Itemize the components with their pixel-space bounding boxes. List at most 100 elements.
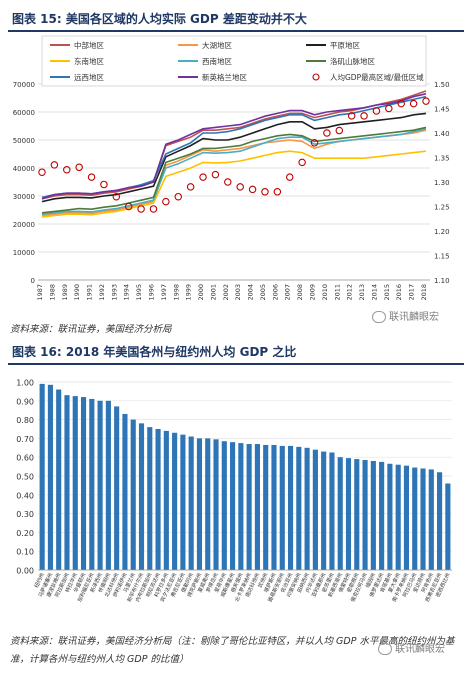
y2-tick-label: 1.10 [434,277,450,285]
y2-tick-label: 1.20 [434,228,450,236]
ratio-point [75,163,83,172]
ratio-point [186,183,195,191]
x-tick-label: 2016 [395,284,403,301]
x-tick-label: 2014 [370,284,378,301]
legend-label: 西南地区 [202,56,232,66]
x-tick-label: 1997 [160,284,168,301]
ratio-point [199,173,207,181]
ratio-point [211,170,220,179]
bar [221,441,227,570]
x-tick-label: 1998 [172,284,180,301]
ratio-point [63,166,71,174]
x-tick-label: 2001 [209,284,217,301]
y2-tick-label: 1.35 [434,155,450,163]
bar [97,400,103,570]
bar [180,434,186,570]
x-tick-label: 1992 [98,284,106,301]
bar [263,444,269,570]
legend-label: 平原地区 [330,40,360,50]
legend-label: 东南地区 [74,56,104,66]
y-tick-label: 0.90 [16,397,34,406]
ratio-point [347,112,356,120]
bar [155,429,161,570]
figure-16-watermark: 联讯麟眼宏 [378,640,445,655]
bar [395,464,401,570]
y-tick-label: 30000 [13,193,35,201]
y-tick-label: 70000 [13,81,35,89]
legend-box [41,35,427,87]
ratio-point [50,161,59,169]
ratio-point [298,158,306,167]
x-tick-label: 1990 [73,284,81,301]
wechat-logo-icon [372,311,386,323]
bar [412,467,418,570]
series-line [41,93,427,200]
bar [362,460,368,570]
legend-label: 新英格兰地区 [202,72,247,82]
bar [279,445,285,570]
y-tick-label: 0 [31,277,35,285]
x-tick-label: 2012 [346,284,354,301]
x-tick-label: 2013 [358,284,366,301]
legend-label: 洛矶山脉地区 [330,56,375,66]
series-line [41,126,427,214]
ratio-point [323,129,331,137]
x-tick-label: 1995 [135,284,143,301]
bar [321,451,327,570]
ratio-point [248,185,257,194]
y2-tick-label: 1.45 [434,106,450,114]
bar [64,395,70,570]
bar [254,444,260,570]
x-tick-label: 2017 [408,284,416,301]
y-tick-label: 0.70 [16,435,34,444]
x-tick-label: 2006 [271,284,279,301]
x-tick-label: 2004 [247,284,255,301]
bar [56,389,62,570]
bar [403,465,410,570]
figure-15-title-rule [8,30,464,32]
ratio-point [112,192,121,201]
bar [138,423,145,570]
series-line [41,129,427,217]
bar [80,397,87,570]
bar [130,419,136,570]
ratio-point [162,197,170,206]
ratio-point [261,188,269,196]
ratio-point [149,205,158,213]
bar [122,413,128,570]
series-line [41,150,427,218]
bar-chart-state-gdp-ratio: 0.00 0.10 0.20 0.30 0.40 0.50 0.60 0.70 0.80 0.90… [16,379,452,603]
x-tick-label: 2009 [309,284,317,301]
ratio-point [87,173,96,181]
figure-16-source-line-1: 资料来源：联讯证券，美国经济分析局（注：剔除了哥伦比亚特区，并以人均 GDP 水… [10,636,455,647]
y2-tick-label: 1.25 [434,204,450,212]
ratio-point [372,107,381,115]
bar [163,430,169,570]
x-tick-label: 2003 [234,284,242,301]
bar [89,398,95,570]
x-tick-label: 2000 [197,284,205,301]
ratio-point [174,192,183,201]
ratio-point [137,205,145,213]
y2-tick-label: 1.50 [434,81,450,89]
ratio-point [236,183,244,191]
x-tick-label: 2008 [296,284,304,301]
y-tick-label: 10000 [13,249,35,257]
y2-tick-label: 1.40 [434,130,450,138]
figure-15-watermark: 联讯麟眼宏 [372,308,439,323]
bar [354,459,360,570]
bar [230,442,236,570]
y-tick-label: 0.20 [16,529,34,538]
figure-16-source-line-2: 准，计算各州与纽约州人均 GDP 的比值） [10,654,189,665]
y2-tick-label: 1.15 [434,253,450,261]
y-tick-label: 0.80 [16,416,34,425]
y2-tick-label: 1.30 [434,179,450,187]
ratio-point [409,99,418,108]
y-tick-label: 0.00 [16,567,34,576]
y-tick-label: 0.60 [16,454,34,463]
x-tick-label: 2007 [284,284,292,301]
legend-label: 大湖地区 [202,40,232,50]
ratio-point [224,178,232,186]
figure-16-title-rule [8,363,464,365]
x-tick-label: 2015 [383,284,391,301]
